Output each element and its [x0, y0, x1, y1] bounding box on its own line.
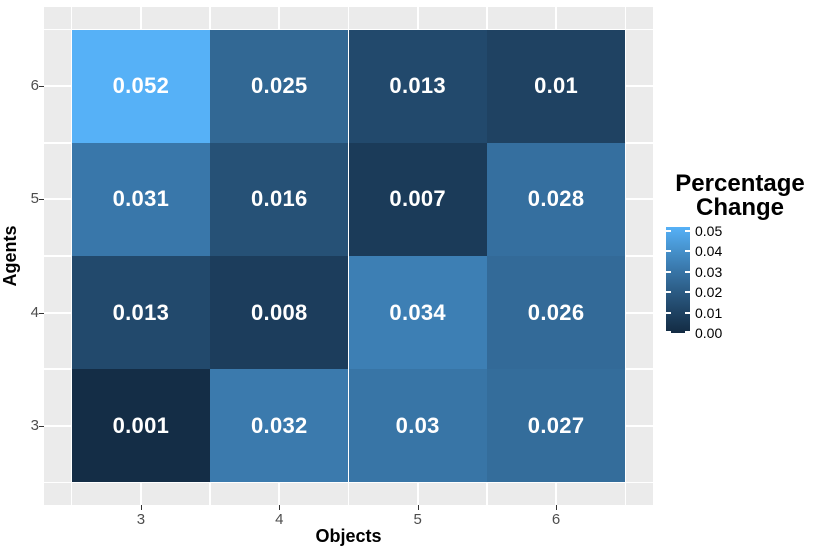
legend: Percentage Change 0.05 0.04 0.03 0.02 0.01 0.… — [652, 0, 830, 554]
y-tick-label-5: 5 — [30, 190, 39, 208]
y-axis-tick-mark — [39, 425, 44, 427]
x-axis-tick-mark — [140, 505, 142, 510]
x-axis-title: Objects — [315, 526, 382, 546]
gridline-minor-vertical — [624, 7, 627, 505]
y-axis-title: Agents — [0, 225, 20, 287]
gridline-minor-horizontal — [44, 481, 653, 484]
x-axis-tick-mark — [279, 505, 281, 510]
heatmap-cell-value: 0.027 — [527, 412, 585, 438]
heatmap-cell-agents3-objects4: 0.032 — [210, 369, 349, 483]
heatmap-tiles: 0.052 0.025 0.013 0.01 0.031 0.016 0.007 0.028 0… — [44, 7, 653, 505]
heatmap-cell-value: 0.052 — [112, 73, 170, 99]
x-axis-tick-mark — [417, 505, 419, 510]
x-tick-label-6: 6 — [551, 511, 561, 528]
legend-tick-mark — [685, 230, 690, 233]
legend-tick-mark — [685, 311, 690, 314]
legend-tick-mark — [685, 250, 690, 253]
heatmap-cell-value: 0.028 — [527, 186, 585, 212]
y-axis-tick-mark — [39, 86, 44, 88]
legend-label-0.03: 0.03 — [695, 263, 723, 280]
heatmap-cell-agents3-objects3: 0.001 — [71, 369, 211, 483]
heatmap-cell-value: 0.025 — [251, 73, 308, 99]
heatmap-cell-agents6-objects5: 0.013 — [348, 29, 487, 143]
heatmap-cell-agents5-objects4: 0.016 — [210, 142, 349, 256]
legend-tick-mark — [685, 331, 690, 333]
heatmap-cell-value: 0.026 — [527, 299, 585, 325]
legend-tick-mark — [666, 291, 671, 294]
legend-title-line-1: Percentage — [675, 170, 805, 197]
heatmap-cell-value: 0.008 — [251, 299, 308, 325]
legend-tick-mark — [666, 250, 671, 253]
heatmap-cell-value: 0.032 — [251, 412, 308, 438]
x-tick-label-3: 3 — [136, 511, 146, 528]
heatmap-cell-agents5-objects5: 0.007 — [348, 142, 487, 256]
legend-tick-mark — [666, 311, 671, 314]
heatmap-cell-agents4-objects5: 0.034 — [348, 256, 487, 370]
legend-title-line-2: Change — [695, 194, 784, 221]
heatmap-cell-agents6-objects6: 0.01 — [486, 29, 626, 143]
heatmap-cell-agents4-objects3: 0.013 — [71, 256, 211, 370]
legend-label-0.04: 0.04 — [695, 243, 723, 260]
heatmap-cell-value: 0.01 — [534, 73, 579, 99]
legend-label-0.02: 0.02 — [695, 284, 723, 301]
x-tick-label-5: 5 — [413, 511, 422, 528]
heatmap-cell-value: 0.001 — [112, 412, 170, 438]
heatmap-cell-agents6-objects3: 0.052 — [71, 29, 211, 143]
y-axis-tick-mark — [39, 312, 44, 314]
heatmap-cell-value: 0.013 — [112, 299, 170, 325]
legend-tick-mark — [685, 270, 690, 273]
x-axis-tick-mark — [556, 505, 558, 510]
legend-tick-mark — [666, 230, 671, 233]
heatmap-cell-value: 0.03 — [395, 412, 440, 438]
legend-label-0.01: 0.01 — [695, 304, 723, 321]
plot-panel: 0.052 0.025 0.013 0.01 0.031 0.016 0.007 0.028 0… — [44, 7, 653, 505]
heatmap-cell-agents5-objects6: 0.028 — [486, 142, 626, 256]
legend-tick-mark — [666, 331, 671, 333]
legend-colorbar — [666, 227, 690, 333]
legend-tick-mark — [685, 291, 690, 294]
x-tick-label-4: 4 — [275, 511, 284, 528]
heatmap-cell-value: 0.007 — [389, 186, 446, 212]
y-axis-tick-mark — [39, 199, 44, 201]
heatmap-cell-value: 0.016 — [251, 186, 308, 212]
heatmap-cell-agents5-objects3: 0.031 — [71, 142, 211, 256]
heatmap-cell-agents3-objects6: 0.027 — [486, 369, 626, 483]
y-tick-label-3: 3 — [30, 416, 39, 434]
heatmap-cell-agents6-objects4: 0.025 — [210, 29, 349, 143]
legend-label-0.05: 0.05 — [695, 223, 723, 240]
legend-title: Percentage Change — [652, 172, 828, 220]
y-tick-label-4: 4 — [30, 303, 39, 321]
legend-tick-mark — [666, 270, 671, 273]
heatmap-cell-value: 0.034 — [389, 299, 446, 325]
heatmap-cell-value: 0.013 — [389, 73, 446, 99]
heatmap-cell-agents4-objects4: 0.008 — [210, 256, 349, 370]
heatmap-cell-agents4-objects6: 0.026 — [486, 256, 626, 370]
y-tick-label-6: 6 — [30, 77, 39, 95]
heatmap-cell-agents3-objects5: 0.03 — [348, 369, 487, 483]
heatmap-cell-value: 0.031 — [112, 186, 170, 212]
legend-label-0.00: 0.00 — [695, 325, 723, 341]
